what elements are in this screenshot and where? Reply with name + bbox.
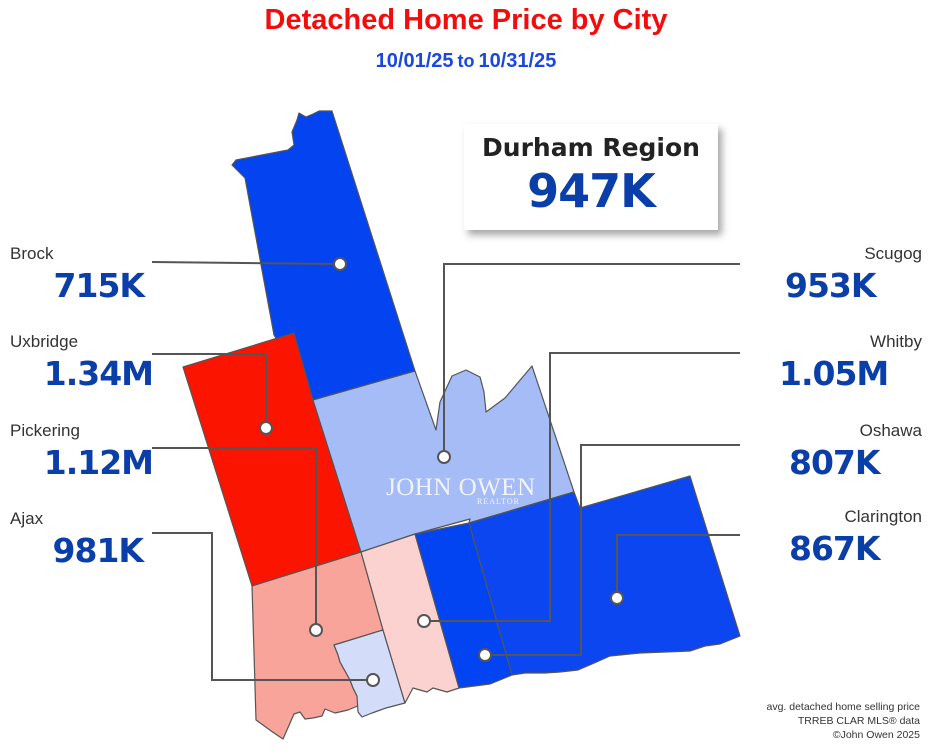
city-value: 867K [789, 529, 880, 568]
city-label-brock: Brock 715K [10, 244, 145, 305]
marker-scugog[interactable] [437, 450, 451, 464]
city-value: 715K [53, 266, 145, 305]
city-name: Clarington [844, 507, 923, 526]
watermark-sub: REALTOR [477, 497, 521, 506]
city-name: Whitby [870, 332, 922, 351]
marker-whitby[interactable] [417, 614, 431, 628]
footnote-copyright: ©John Owen 2025 [832, 729, 920, 741]
city-value: 1.34M [43, 354, 154, 393]
leader-oshawa [485, 444, 740, 656]
region-value: 947K [527, 164, 656, 218]
leader-uxbridge [152, 353, 267, 428]
leader-brock [151, 261, 341, 265]
date-end: 10/31/25 [478, 50, 557, 72]
marker-brock[interactable] [333, 257, 347, 271]
city-value: 1.12M [43, 443, 154, 482]
city-name: Uxbridge [10, 332, 79, 351]
date-range: 10/01/25 to 10/31/25 [0, 50, 932, 73]
city-label-pickering: Pickering 1.12M [10, 421, 154, 482]
footnote: avg. detached home selling price TRREB C… [766, 700, 920, 742]
city-value: 1.05M [779, 354, 889, 393]
city-label-uxbridge: Uxbridge 1.34M [10, 332, 154, 393]
watermark-main: JOHN OWEN [386, 474, 536, 501]
city-name: Ajax [10, 509, 44, 528]
date-start: 10/01/25 [375, 50, 454, 72]
city-label-clarington: Clarington 867K [789, 507, 922, 568]
city-label-oshawa: Oshawa 807K [789, 421, 922, 482]
date-connector: to [457, 51, 475, 71]
leader-ajax [152, 532, 373, 681]
city-value: 807K [789, 443, 880, 482]
city-value: 981K [52, 531, 144, 570]
city-name: Pickering [10, 421, 80, 440]
city-name: Scugog [864, 244, 922, 263]
city-label-ajax: Ajax 981K [10, 509, 144, 570]
marker-oshawa[interactable] [478, 648, 492, 662]
leader-scugog [443, 263, 740, 457]
marker-pickering[interactable] [309, 623, 323, 637]
leader-pickering [152, 447, 317, 630]
region-clarington[interactable] [468, 475, 741, 676]
john-owen-watermark: JOHN OWEN REALTOR [386, 474, 536, 506]
marker-ajax[interactable] [366, 673, 380, 687]
footnote-description: avg. detached home selling price [766, 701, 920, 713]
leader-clarington [616, 534, 740, 598]
city-label-whitby: Whitby 1.05M [779, 332, 922, 393]
city-value: 953K [785, 266, 876, 305]
chart-title: Detached Home Price by City [264, 4, 668, 36]
footnote-source: TRREB CLAR MLS® data [797, 715, 920, 727]
city-name: Oshawa [859, 421, 922, 440]
region-name: Durham Region [482, 133, 700, 162]
marker-uxbridge[interactable] [259, 421, 273, 435]
leader-whitby [424, 352, 740, 622]
city-label-scugog: Scugog 953K [785, 244, 922, 305]
marker-clarington[interactable] [610, 591, 624, 605]
city-name: Brock [10, 244, 54, 263]
region-summary-card: Durham Region 947K [464, 124, 718, 230]
